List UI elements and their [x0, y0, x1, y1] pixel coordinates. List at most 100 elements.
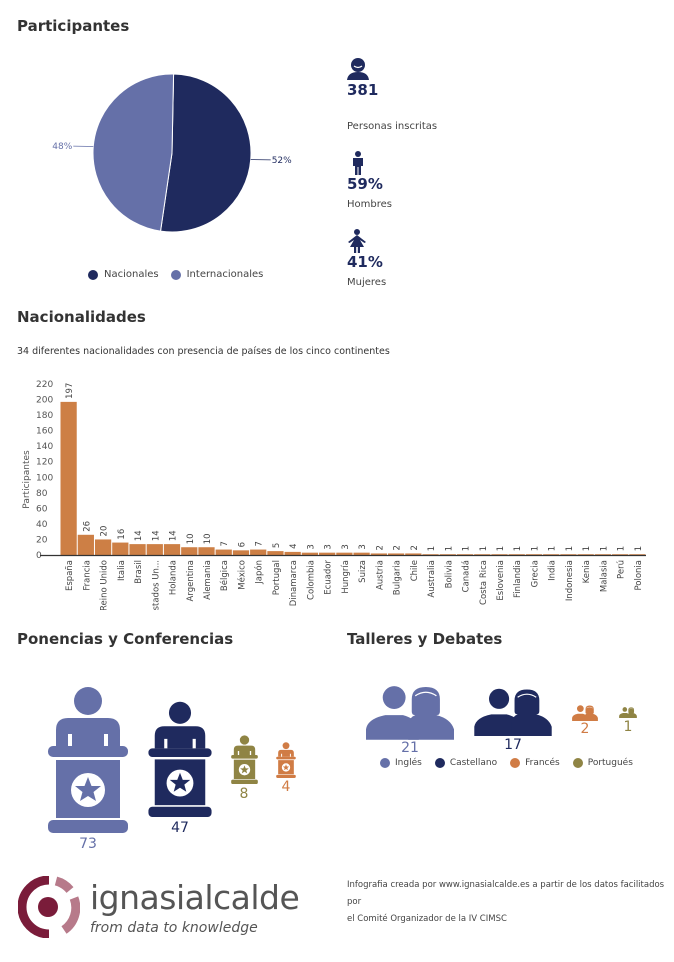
bar-India — [543, 554, 560, 555]
bar-Portugal — [267, 551, 284, 555]
people-icon — [618, 707, 638, 718]
bar-value-label: 1 — [617, 546, 627, 551]
legend-label-frances: Francés — [525, 758, 560, 768]
bar-Argentina — [181, 547, 198, 555]
section-title-participantes: Participantes — [17, 17, 130, 35]
legend-label-internacionales: Internacionales — [186, 269, 264, 280]
bar-value-label: 1 — [427, 546, 437, 551]
talleres-value-ingles: 21 — [401, 740, 419, 756]
bar-Italia — [112, 542, 129, 555]
ponencias-value-2: 47 — [171, 820, 189, 836]
bar-value-label: 1 — [479, 546, 489, 551]
section-title-talleres: Talleres y Debates — [347, 630, 503, 648]
bar-Eslovenia — [491, 554, 508, 555]
bar-Australia — [422, 554, 439, 555]
bar-value-label: 14 — [134, 530, 144, 541]
x-tick-label: Malasia — [599, 560, 609, 592]
bar-value-label: 1 — [496, 546, 506, 551]
bar-Bélgica — [215, 549, 232, 555]
x-tick-label: Austria — [375, 560, 385, 590]
x-tick-label: Ecuador — [324, 559, 334, 594]
bar-Estados Un... — [146, 544, 163, 555]
legend-label-nacionales: Nacionales — [104, 269, 159, 280]
legend-dot-castellano — [434, 758, 445, 768]
x-tick-label: Portugal — [272, 560, 282, 595]
x-tick-label: España — [65, 560, 75, 591]
bar-value-label: 7 — [255, 541, 265, 546]
bar-Bolivia — [439, 554, 456, 555]
x-tick-label: Grecia — [530, 560, 540, 587]
stat-label-mujeres: Mujeres — [347, 277, 387, 288]
x-tick-label: Suiza — [358, 560, 368, 583]
stat-label-hombres: Hombres — [347, 199, 392, 210]
bar-value-label: 26 — [82, 521, 92, 532]
y-tick-label: 0 — [36, 551, 42, 561]
podium-icon — [231, 735, 258, 784]
x-tick-label: Bélgica — [219, 560, 230, 591]
bar-España — [60, 401, 77, 555]
legend-dot-ingles — [380, 758, 390, 768]
man-icon — [353, 151, 363, 175]
y-tick-label: 20 — [36, 535, 48, 545]
bar-Dinamarca — [284, 551, 301, 555]
x-tick-label: India — [548, 560, 558, 581]
bar-value-label: 14 — [151, 530, 161, 541]
stat-value-hombres: 59% — [347, 175, 383, 193]
bar-Francia — [77, 534, 94, 555]
bar-Chile — [405, 553, 422, 555]
x-tick-label: Bulgaria — [393, 560, 403, 595]
legend-label-portugues: Portugués — [587, 758, 633, 768]
podium-icon — [276, 742, 296, 778]
y-tick-label: 220 — [36, 380, 53, 390]
y-tick-label: 200 — [36, 396, 53, 406]
bar-Brasil — [129, 544, 146, 555]
pie-data-label: 48% — [52, 142, 72, 152]
y-tick-label: 60 — [36, 504, 48, 514]
y-tick-label: 160 — [36, 427, 53, 437]
x-tick-label: Australia — [427, 560, 437, 598]
x-tick-label: Reino Unido — [100, 560, 110, 610]
bar-value-label: 14 — [169, 530, 179, 541]
x-tick-label: Dinamarca — [289, 560, 299, 606]
bar-value-label: 1 — [634, 546, 644, 551]
x-tick-label: Costa Rica — [479, 560, 489, 605]
credits: Infografia creada por www.ignasialcalde.… — [347, 877, 667, 928]
bar-Japón — [250, 549, 267, 555]
legend-dot-portugues — [572, 758, 583, 768]
bar-value-label: 10 — [186, 533, 196, 544]
bar-value-label: 3 — [341, 544, 351, 549]
woman-icon — [348, 229, 366, 253]
bar-value-label: 1 — [444, 546, 454, 551]
bar-Suiza — [353, 552, 370, 555]
pie-slice-internacionales — [92, 73, 175, 232]
bar-Bulgaria — [387, 553, 405, 555]
x-tick-label: Alemania — [203, 560, 213, 600]
credit-line-2: el Comité Organizador de la IV CIMSC — [347, 914, 507, 924]
x-tick-label: Eslovenia — [496, 560, 506, 601]
stat-value-inscritas: 381 — [347, 81, 379, 99]
x-tick-label: Japón — [254, 560, 265, 585]
legend-dot-internacionales — [170, 269, 181, 280]
talleres-value-frances: 2 — [580, 721, 590, 737]
bar-value-label: 5 — [272, 543, 282, 548]
y-tick-label: 40 — [36, 520, 48, 530]
legend-label-castellano: Castellano — [449, 758, 498, 768]
bar-value-label: 1 — [599, 546, 609, 551]
y-axis-title: Participantes — [22, 450, 32, 509]
legend-dot-nacionales — [88, 269, 98, 280]
bar-value-label: 3 — [306, 544, 316, 549]
x-tick-label: México — [236, 560, 247, 590]
bar-value-label: 3 — [324, 544, 334, 549]
bar-Kenia — [577, 554, 594, 555]
people-icon — [473, 688, 553, 736]
pie-slice-nacionales — [159, 73, 252, 233]
bar-Grecia — [525, 554, 543, 555]
legend-dot-frances — [510, 758, 521, 768]
bar-value-label: 6 — [237, 542, 247, 547]
logo-name: ignasialcalde — [90, 878, 300, 917]
bar-value-label: 4 — [289, 543, 299, 548]
pie-legend: Nacionales Internacionales — [88, 269, 263, 280]
x-tick-label: Chile — [410, 560, 420, 581]
bar-value-label: 1 — [565, 546, 575, 551]
